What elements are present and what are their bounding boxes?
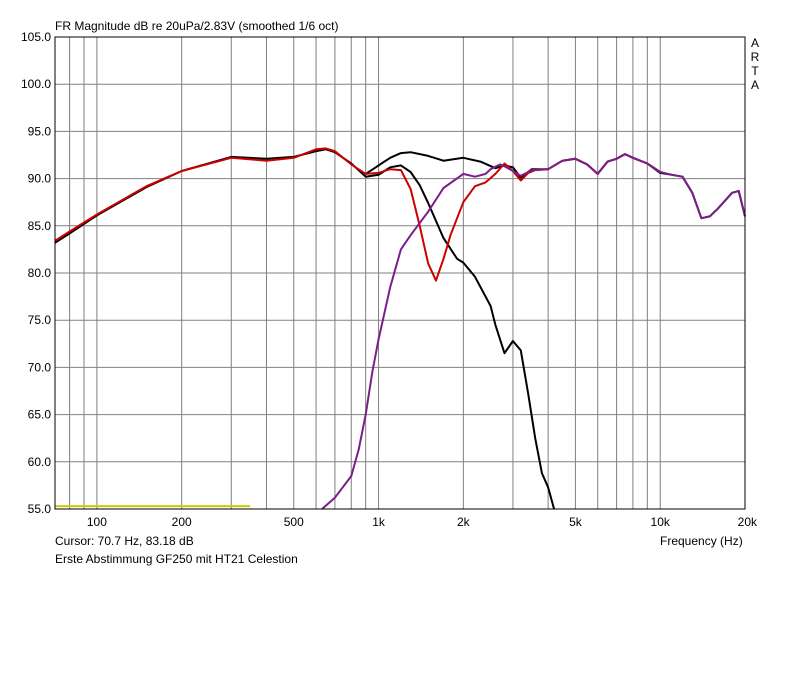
y-tick-label: 75.0 xyxy=(28,313,52,327)
brand-letter: T xyxy=(751,64,759,78)
chart-title: FR Magnitude dB re 20uPa/2.83V (smoothed… xyxy=(55,19,339,33)
series-line-3 xyxy=(54,147,661,282)
cursor-readout: Cursor: 70.7 Hz, 83.18 dB xyxy=(55,534,194,548)
x-tick-label: 2k xyxy=(457,515,471,529)
y-tick-label: 85.0 xyxy=(28,219,52,233)
y-tick-label: 90.0 xyxy=(28,172,52,186)
y-tick-label: 60.0 xyxy=(28,455,52,469)
brand-letter: R xyxy=(751,50,760,64)
x-tick-label: 500 xyxy=(284,515,304,529)
y-axis-tick-labels: 55.0 60.0 65.0 70.0 75.0 80.0 85.0 90.0 95.0 100.… xyxy=(21,30,51,516)
y-tick-label: 100.0 xyxy=(21,77,51,91)
y-tick-label: 95.0 xyxy=(28,124,52,138)
y-tick-label: 105.0 xyxy=(21,30,51,44)
brand-letter: A xyxy=(751,36,759,50)
series-line-1 xyxy=(54,148,556,510)
x-tick-label: 20k xyxy=(738,515,758,529)
y-tick-label: 55.0 xyxy=(28,502,52,516)
x-tick-label: 5k xyxy=(569,515,583,529)
y-tick-label: 65.0 xyxy=(28,408,52,422)
plot-area[interactable] xyxy=(54,147,746,510)
x-tick-label: 1k xyxy=(372,515,386,529)
x-tick-label: 200 xyxy=(172,515,192,529)
brand-letter: A xyxy=(751,78,759,92)
plot-frame xyxy=(54,36,746,510)
x-tick-label: 10k xyxy=(651,515,671,529)
y-tick-label: 70.0 xyxy=(28,360,52,374)
measurement-note: Erste Abstimmung GF250 mit HT21 Celestio… xyxy=(55,552,298,566)
chart-grid xyxy=(55,36,745,510)
x-axis-tick-labels: 100 200 500 1k 2k 5k 10k 20k xyxy=(87,515,758,529)
x-axis-label: Frequency (Hz) xyxy=(660,534,743,548)
y-tick-label: 80.0 xyxy=(28,266,52,280)
series-line-4 xyxy=(321,153,746,510)
x-tick-label: 100 xyxy=(87,515,107,529)
